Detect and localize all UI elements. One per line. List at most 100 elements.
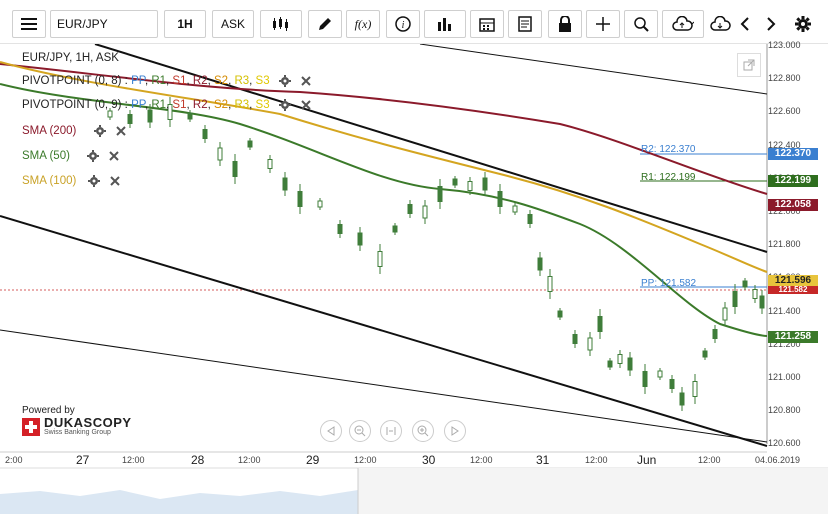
upload-button[interactable] [662, 10, 704, 38]
volume-button[interactable] [424, 10, 466, 38]
candle-body [107, 110, 113, 118]
pivot-s1: S1 [172, 99, 187, 112]
candle-body [467, 181, 473, 191]
info-button[interactable]: i [386, 10, 420, 38]
popout-button[interactable] [737, 53, 761, 77]
close-icon[interactable] [109, 175, 121, 187]
scroll-left-button[interactable] [734, 10, 756, 38]
download-button[interactable] [708, 10, 734, 38]
candle-body [482, 177, 488, 191]
r1-price-box: 122.199 [768, 175, 818, 187]
candle-body [669, 379, 675, 389]
brand-name: DUKASCOPY [44, 415, 132, 430]
powered-by-text: Powered by [22, 405, 75, 416]
time-tick-label: 12:00 [354, 455, 377, 465]
gear-icon[interactable] [93, 125, 106, 137]
calendar-button[interactable] [470, 10, 504, 38]
sma-100-label: SMA (100) [22, 175, 77, 188]
time-tick-label: 12:00 [470, 455, 493, 465]
settings-button[interactable] [790, 10, 816, 38]
navigator-window[interactable] [358, 468, 828, 514]
brand-subtitle: Swiss Banking Group [44, 429, 111, 436]
time-tick-label: 12:00 [122, 455, 145, 465]
sma100-price-box: 121.596 [768, 275, 818, 287]
candle-body [537, 257, 543, 271]
close-icon[interactable] [300, 75, 312, 87]
zoom-out-icon [354, 425, 366, 437]
chart-type-button[interactable] [260, 10, 302, 38]
document-icon [518, 16, 532, 32]
candle-body [657, 370, 663, 378]
reset-zoom-button[interactable] [380, 420, 402, 442]
pivot-name: PIVOTPOINT (0, 9) [22, 99, 122, 112]
crosshair-button[interactable] [586, 10, 620, 38]
external-window-icon [743, 59, 755, 71]
scroll-right-button[interactable] [760, 10, 782, 38]
gear-icon [795, 16, 811, 32]
magnifier-icon [634, 17, 649, 32]
gear-icon[interactable] [87, 175, 100, 187]
price-tick-label: 121.200 [768, 338, 801, 349]
pivot-s3: S3 [255, 75, 270, 88]
menu-button[interactable] [12, 10, 46, 38]
candle-body [377, 251, 383, 267]
price-tick-label: 122.800 [768, 73, 801, 84]
price-tick-label: 122.600 [768, 106, 801, 117]
cloud-download-icon [710, 16, 731, 31]
time-tick-label: 28 [191, 453, 205, 467]
pivot-r2: R2 [192, 99, 208, 112]
function-button[interactable]: f(x) [346, 10, 380, 38]
candle-body [187, 112, 193, 120]
nav-back-button[interactable] [320, 420, 342, 442]
trend-line-top [419, 44, 768, 95]
candle-body [407, 204, 413, 214]
time-tick-label: 12:00 [238, 455, 261, 465]
side-label: ASK [220, 17, 245, 31]
gear-icon[interactable] [278, 99, 291, 111]
news-button[interactable] [508, 10, 542, 38]
zoom-button[interactable] [624, 10, 658, 38]
price-tick-label: 123.000 [768, 40, 801, 50]
pivot-r2: R2 [192, 75, 208, 88]
price-tick-label: 121.400 [768, 305, 801, 316]
side-button[interactable]: ASK [212, 10, 254, 38]
zoom-in-button[interactable] [412, 420, 434, 442]
candle-body [317, 200, 323, 208]
zoom-out-button[interactable] [349, 420, 371, 442]
candle-body [572, 334, 578, 344]
r1-line-label: R1: 122.199 [641, 172, 696, 183]
pivot-r1: R1 [151, 99, 167, 112]
symbol-label: EUR/JPY [57, 17, 108, 31]
close-icon[interactable] [115, 125, 127, 137]
info-icon: i [395, 16, 411, 32]
candle-body [337, 224, 343, 234]
price-chart[interactable] [0, 44, 828, 514]
sma200-price-box: 122.058 [768, 199, 818, 211]
candle-body [497, 191, 503, 207]
time-tick-label: 12:00 [585, 455, 608, 465]
symbol-selector[interactable]: EUR/JPY [50, 10, 158, 38]
pivot-separator: : [121, 75, 132, 88]
pivot-r3: R3 [234, 99, 250, 112]
zoom-in-icon [417, 425, 429, 437]
hamburger-icon [21, 18, 37, 30]
candle-body [732, 291, 738, 307]
pivot-s2: S2 [213, 99, 229, 112]
candle-body [759, 295, 765, 309]
candle-body [607, 360, 613, 368]
nav-forward-button[interactable] [444, 420, 466, 442]
sma-200-line [0, 63, 768, 195]
crosshair-icon [596, 17, 610, 31]
price-tick-label: 120.600 [768, 438, 801, 449]
gear-icon[interactable] [87, 150, 100, 162]
close-icon[interactable] [108, 150, 120, 162]
sma50-price-box: 121.258 [768, 331, 818, 343]
candle-body [722, 307, 728, 321]
timeframe-label: 1H [177, 17, 193, 31]
gear-icon[interactable] [278, 75, 291, 87]
draw-tool-button[interactable] [308, 10, 342, 38]
close-icon[interactable] [300, 99, 312, 111]
lock-button[interactable] [548, 10, 582, 38]
timeframe-button[interactable]: 1H [164, 10, 206, 38]
sma-50-line [0, 83, 768, 337]
